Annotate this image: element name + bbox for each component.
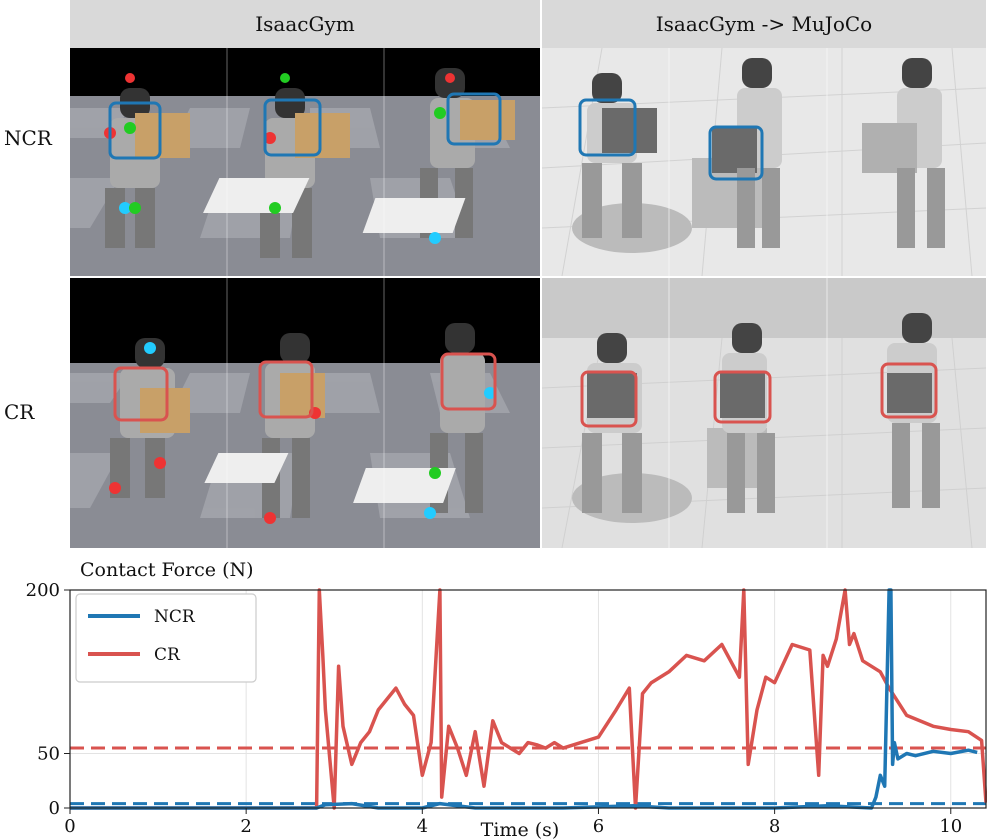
y-tick-label: 200 [26, 580, 60, 601]
header-isaacgym: IsaacGym [70, 0, 540, 48]
robot-figure-8 [204, 333, 325, 524]
chart-legend: NCR CR [75, 593, 257, 683]
y-tick-label: 50 [37, 744, 60, 765]
ncr-highlight-box [446, 92, 502, 146]
robot-figure-10 [572, 333, 692, 523]
robot-figure-5 [692, 58, 782, 248]
cr-highlight-box [113, 366, 169, 422]
chart-title: Contact Force (N) [80, 559, 254, 581]
ncr-isaacgym-panel [70, 48, 540, 276]
legend-label-ncr: NCR [154, 607, 196, 627]
header-isaacgym-mujoco: IsaacGym -> MuJoCo [542, 0, 986, 48]
robot-figure-3 [362, 68, 515, 244]
row-label-cr: CR [4, 400, 35, 424]
robot-figure-2 [203, 73, 350, 258]
cr-highlight-box [713, 370, 772, 424]
ncr-highlight-box [263, 98, 322, 157]
cr-isaacgym-panel [70, 278, 540, 548]
y-tick-label: 0 [49, 798, 60, 819]
cr-mujoco-panel [542, 278, 986, 548]
cr-highlight-box [440, 352, 497, 411]
chart-ticks: 0 2 4 6 8 10 0 50 200 [26, 580, 963, 837]
robot-figure-4 [572, 73, 692, 253]
ncr-mujoco-panel [542, 48, 986, 276]
legend-label-cr: CR [154, 645, 181, 665]
plot-frame [69, 589, 987, 809]
series-line-cr [70, 588, 987, 810]
x-axis-label: Time (s) [481, 819, 560, 840]
x-tick-label: 4 [417, 816, 428, 837]
reference-lines [70, 746, 986, 806]
robot-figure-6 [862, 58, 945, 248]
contact-force-chart: Contact Force (N) 0 2 4 6 8 10 0 50 200 Time (s)… [26, 559, 987, 840]
ncr-highlight-box [108, 101, 162, 160]
row-label-ncr: NCR [4, 126, 52, 150]
robot-figure-11 [707, 323, 775, 513]
cr-highlight-box [258, 360, 314, 419]
robot-figure-9 [353, 323, 496, 519]
x-tick-label: 2 [240, 816, 251, 837]
x-tick-label: 8 [769, 816, 780, 837]
x-tick-label: 6 [593, 816, 604, 837]
x-tick-label: 10 [939, 816, 962, 837]
ncr-highlight-box [578, 98, 637, 157]
x-tick-label: 0 [64, 816, 75, 837]
cr-highlight-box [880, 362, 938, 419]
cr-highlight-box [580, 370, 638, 428]
ncr-highlight-box [708, 125, 764, 181]
